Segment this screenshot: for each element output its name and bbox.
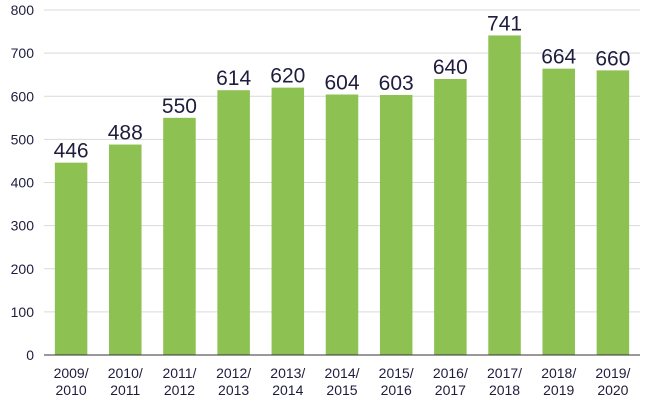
data-labels: 446 488 550 614 620 604 603 640 741 664 660 — [54, 12, 631, 162]
bars — [54, 35, 630, 356]
bar — [488, 35, 521, 355]
data-label: 550 — [162, 95, 197, 118]
bar — [163, 117, 196, 355]
y-axis-ticks: 0 100 200 300 400 500 600 700 800 — [11, 2, 35, 363]
data-label: 664 — [541, 46, 576, 69]
y-tick-label: 0 — [26, 347, 34, 363]
bar — [109, 144, 142, 355]
x-axis-categories: 2009/2010 2010/2011 2011/2012 2012/2013 2013… — [54, 365, 631, 398]
x-category-label: 2016/ — [433, 365, 468, 381]
bar — [434, 79, 467, 355]
x-category-label: 2013 — [218, 382, 249, 398]
x-category-label: 2018/ — [541, 365, 576, 381]
x-category-label: 2015/ — [379, 365, 414, 381]
data-label: 620 — [270, 65, 305, 88]
x-category-label: 2019/ — [595, 365, 630, 381]
data-label: 488 — [108, 122, 143, 145]
x-category-label: 2016 — [381, 382, 412, 398]
data-label: 741 — [487, 12, 522, 35]
data-label: 614 — [216, 67, 251, 90]
data-label: 640 — [433, 56, 468, 79]
bar — [325, 94, 359, 356]
x-category-label: 2010 — [56, 382, 87, 398]
y-tick-label: 100 — [11, 304, 35, 320]
y-tick-label: 700 — [11, 45, 35, 61]
x-category-label: 2012/ — [216, 365, 251, 381]
data-label: 660 — [595, 47, 630, 70]
x-category-label: 2009/ — [54, 365, 89, 381]
x-category-label: 2014/ — [324, 365, 359, 381]
y-tick-label: 600 — [11, 88, 35, 104]
x-category-label: 2011/ — [162, 365, 196, 381]
x-category-label: 2017 — [435, 382, 466, 398]
data-label: 446 — [54, 140, 89, 163]
y-tick-label: 400 — [11, 175, 35, 191]
y-tick-label: 200 — [11, 261, 35, 277]
x-category-label: 2014 — [272, 382, 303, 398]
x-category-label: 2015 — [326, 382, 357, 398]
data-label: 603 — [379, 72, 414, 95]
data-label: 604 — [324, 72, 359, 95]
y-tick-label: 300 — [11, 218, 35, 234]
bar — [379, 94, 413, 356]
bar — [271, 87, 305, 355]
bar — [217, 90, 250, 356]
x-category-label: 2013/ — [270, 365, 305, 381]
x-category-label: 2012 — [164, 382, 195, 398]
x-category-label: 2019 — [543, 382, 574, 398]
x-category-label: 2018 — [489, 382, 520, 398]
bar — [596, 70, 630, 355]
x-category-label: 2017/ — [487, 365, 522, 381]
x-category-label: 2011 — [110, 382, 140, 398]
x-category-label: 2010/ — [108, 365, 143, 381]
x-category-label: 2020 — [597, 382, 628, 398]
y-tick-label: 800 — [11, 2, 35, 18]
y-tick-label: 500 — [11, 131, 35, 147]
bar — [542, 68, 575, 356]
bar — [54, 162, 88, 355]
